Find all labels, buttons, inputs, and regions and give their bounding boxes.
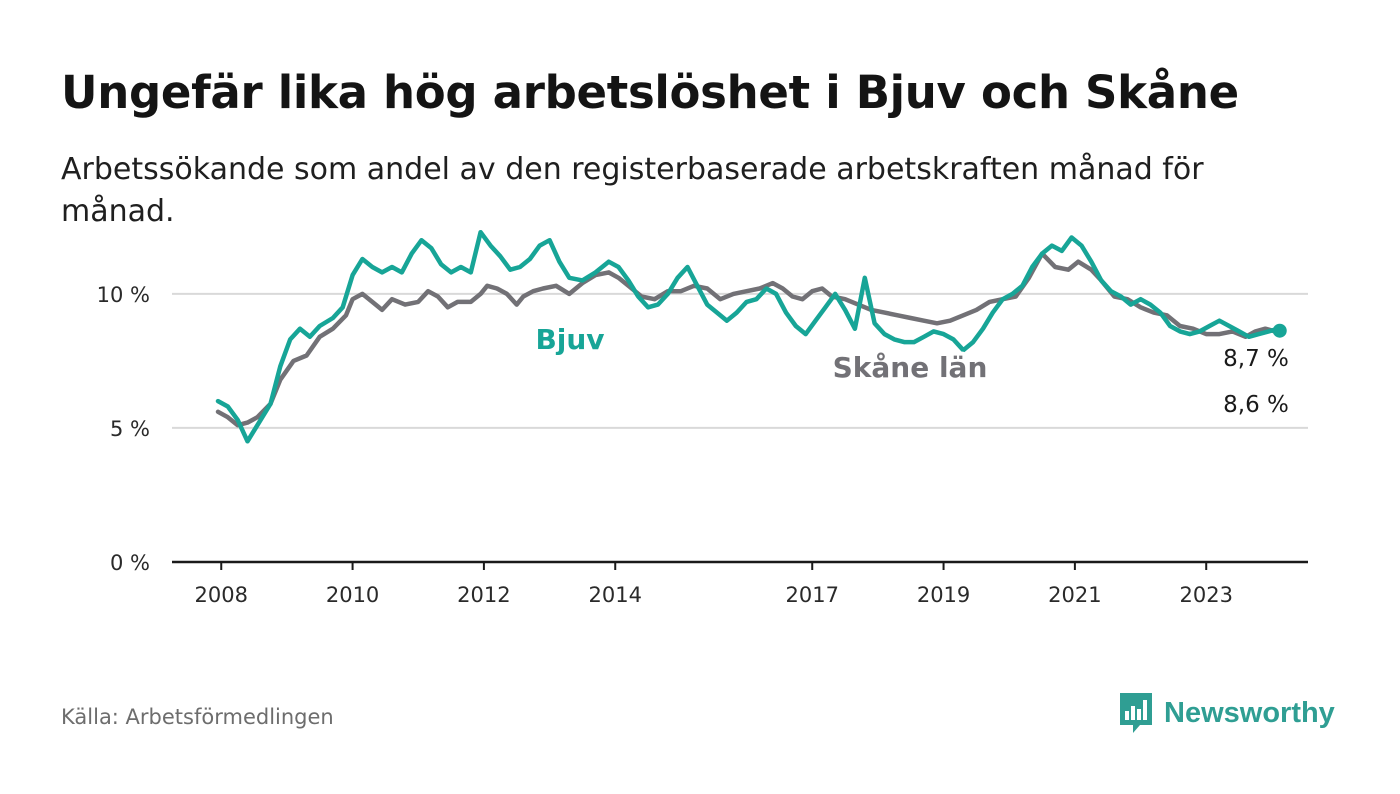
x-tick-label: 2014	[589, 583, 642, 607]
series-label-bjuv: Bjuv	[535, 323, 604, 356]
x-tick-label: 2019	[917, 583, 970, 607]
y-tick-label: 5 %	[110, 417, 150, 441]
gridlines: 0 % 5 % 10 %	[97, 283, 1308, 575]
x-tick-label: 2021	[1048, 583, 1101, 607]
x-tick-label: 2017	[786, 583, 839, 607]
series-line-skane	[218, 254, 1282, 426]
source-note: Källa: Arbetsförmedlingen	[61, 705, 334, 729]
series-lines	[218, 232, 1287, 441]
x-tick-label: 2023	[1179, 583, 1232, 607]
x-tick-label: 2012	[457, 583, 510, 607]
series-label-skane: Skåne län	[833, 351, 988, 384]
x-axis: 2008 2010 2012 2014 2017 2019 2021 2023	[172, 562, 1308, 607]
end-point-bjuv	[1273, 324, 1287, 338]
x-tick-label: 2008	[195, 583, 248, 607]
y-tick-label: 0 %	[110, 551, 150, 575]
line-chart: 0 %5 %10 % BjuvBjuvSkåne länSkåne län 8,7…	[0, 0, 1400, 794]
y-tick-label: 10 %	[97, 283, 150, 307]
end-label-skane: 8,6 %	[1223, 392, 1289, 418]
end-label-bjuv: 8,7 %	[1223, 346, 1289, 372]
series-line-bjuv	[218, 232, 1282, 441]
brand-name: Newsworthy	[1164, 697, 1335, 730]
brand-logo[interactable]: Newsworthy	[1118, 688, 1335, 738]
newsworthy-logo-icon	[1118, 691, 1154, 735]
x-tick-label: 2010	[326, 583, 379, 607]
